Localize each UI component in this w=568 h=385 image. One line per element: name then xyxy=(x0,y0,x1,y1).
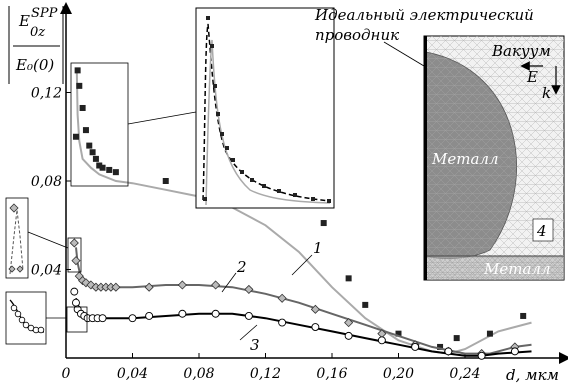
series-1-point xyxy=(76,82,83,89)
x-tick-label: 0,08 xyxy=(183,366,214,382)
x-axis-label: d, мкм xyxy=(506,366,559,384)
series-2-point xyxy=(177,280,187,290)
series-1-point xyxy=(437,343,444,350)
series-1-point xyxy=(106,166,113,173)
e-field-label: E xyxy=(526,68,538,86)
series-3-point xyxy=(128,314,137,323)
series-1-point xyxy=(74,67,81,74)
curve-label-3: 3 xyxy=(250,336,260,354)
ylabel-superscript: SPP xyxy=(31,6,58,21)
series-3-point xyxy=(244,312,253,320)
series-1-point xyxy=(453,335,460,342)
series-3-point xyxy=(444,347,453,356)
curve-labels: 1 2 3 xyxy=(221,239,323,354)
series-3-line xyxy=(75,298,532,357)
series-2-point xyxy=(111,282,121,292)
k-vector-label: k xyxy=(542,84,551,102)
region-number: 4 xyxy=(536,222,547,240)
x-tick-label: 0 xyxy=(62,366,71,382)
series-3-point xyxy=(311,323,320,331)
conductor-label-line1: Идеальный электрический xyxy=(314,6,534,24)
series-3-point xyxy=(145,312,154,320)
series-1-point xyxy=(520,312,527,319)
inset-zoom-small-2 xyxy=(5,197,29,279)
series-1-point xyxy=(395,330,402,337)
series-2-point xyxy=(144,282,154,292)
x-tick-label: 0,24 xyxy=(449,366,480,382)
metal-substrate-label: Металл xyxy=(483,260,551,278)
series-1-point xyxy=(162,178,169,184)
inset-zoom-small-3 xyxy=(5,291,47,345)
series-2-point xyxy=(71,256,81,266)
x-tick-label: 0,12 xyxy=(250,366,281,382)
series-2-point xyxy=(211,280,221,290)
series-3 xyxy=(70,287,532,360)
series-1-point xyxy=(96,162,103,169)
y-tick-label: 0,12 xyxy=(31,86,62,102)
series-1-point xyxy=(486,330,493,337)
metal-sphere-label: Металл xyxy=(431,150,499,168)
series-1-point xyxy=(99,164,106,171)
y-tick-label: 0,04 xyxy=(31,263,62,279)
series-2-point xyxy=(310,304,320,314)
series-1-point xyxy=(112,169,119,176)
inset-zoom-large xyxy=(195,7,335,209)
series-1-point xyxy=(79,104,86,111)
ylabel-denominator: E₀(0) xyxy=(15,56,54,74)
series-3-point xyxy=(344,331,353,340)
ylabel-subscript: 0z xyxy=(30,25,45,40)
series-3-point xyxy=(211,309,220,318)
ylabel-numerator: E xyxy=(18,12,30,30)
conductor-label-line2: проводник xyxy=(315,26,399,44)
series-3-point xyxy=(72,298,80,307)
series-1-point xyxy=(72,133,79,140)
y-tick-label: 0,08 xyxy=(31,174,62,190)
series-1-point xyxy=(89,149,96,156)
x-tick-label: 0,16 xyxy=(316,366,347,382)
series-1-point xyxy=(320,220,327,227)
x-tick-label: 0,04 xyxy=(117,366,148,382)
series-3-point xyxy=(411,342,420,351)
series-1-point xyxy=(345,275,352,282)
series-3-point xyxy=(278,318,287,327)
series-1-point xyxy=(92,155,99,162)
curve-label-2: 2 xyxy=(236,258,247,276)
series-3-point xyxy=(510,347,519,356)
series-3-point xyxy=(377,336,386,345)
series-2 xyxy=(69,238,532,359)
zoom-boxes xyxy=(27,62,197,333)
geometry-inset: Вакуум E k Металл 4 Металл xyxy=(383,35,565,281)
series-1-point xyxy=(82,127,89,134)
vacuum-label: Вакуум xyxy=(491,42,551,60)
series-3-point xyxy=(70,287,79,296)
series-3-point xyxy=(178,309,187,318)
series-3-point xyxy=(477,351,486,360)
series-1-point xyxy=(362,301,369,308)
series-3-point xyxy=(98,314,107,323)
curve-label-1: 1 xyxy=(313,239,323,257)
series-2-point xyxy=(244,284,254,294)
plot-area: 0 0,04 0,08 0,12 0,16 0,20 0,24 0,04 0,08 0,12 xyxy=(31,2,568,382)
series-2-point xyxy=(277,293,287,303)
y-axis-label: E SPP 0z E₀(0) xyxy=(8,6,64,84)
series-2-point xyxy=(344,318,354,328)
series-1-point xyxy=(86,142,93,149)
series-2-point xyxy=(69,238,79,248)
x-tick-label: 0,20 xyxy=(383,366,414,382)
